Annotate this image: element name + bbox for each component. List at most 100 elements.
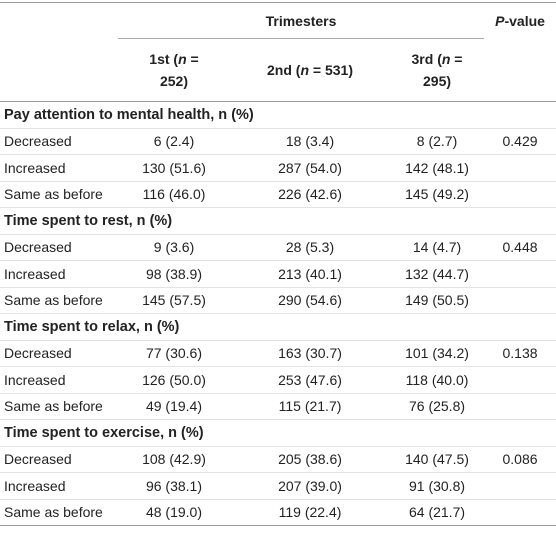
cell-value: 14 (4.7)	[390, 234, 485, 261]
p-value: 0.086	[484, 446, 556, 473]
cell-value: 119 (22.4)	[278, 504, 342, 521]
cell-value: 118 (40.0)	[390, 366, 485, 394]
cell-value: 142 (48.1)	[390, 154, 485, 182]
row-label: Decreased	[0, 128, 118, 155]
n-symbol: n	[300, 62, 310, 78]
cell-value: 207 (39.0)	[230, 472, 390, 500]
row-label: Increased	[0, 472, 118, 500]
row-label: Same as before	[4, 504, 103, 521]
column-header-text: = 295)	[423, 51, 463, 89]
cell-value: 130 (51.6)	[118, 154, 230, 182]
blank	[484, 181, 556, 208]
cell-value: 8 (2.7)	[390, 128, 485, 155]
cell-value: 163 (30.7)	[230, 340, 390, 367]
cell-value: 18 (3.4)	[230, 128, 390, 155]
section-row: Time spent to exercise, n (%)	[0, 419, 556, 447]
column-header-text: = 531)	[309, 62, 353, 78]
column-header: 2nd (n = 531)	[230, 38, 390, 102]
column-header: 1st (n = 252)	[118, 38, 230, 102]
pvalue-header: P-value	[484, 3, 556, 39]
p-suffix: -value	[504, 12, 545, 29]
p-value: 0.429	[484, 128, 556, 155]
cell-value: 253 (47.6)	[230, 366, 390, 394]
cell-value: 77 (30.6)	[118, 340, 230, 367]
p-value: 0.138	[484, 340, 556, 367]
data-row: Decreased 9 (3.6) 28 (5.3) 14 (4.7) 0.448	[0, 234, 556, 261]
column-header-text: 3rd (	[411, 51, 442, 67]
cell-value: 140 (47.5)	[390, 446, 485, 473]
blank	[484, 38, 556, 102]
section-title: Pay attention to mental health, n (%)	[0, 101, 556, 129]
data-row: Decreased 6 (2.4) 18 (3.4) 8 (2.7) 0.429	[0, 128, 556, 155]
blank	[484, 287, 556, 314]
row-label: Increased	[0, 366, 118, 394]
data-table: Trimesters P-value 1st (n = 252) 2nd (n =…	[0, 2, 556, 526]
data-row: Same as before 48 (19.0) 119 (22.4) 64 (21.…	[0, 499, 556, 526]
section-title: Time spent to exercise, n (%)	[0, 419, 556, 447]
data-row: Decreased 108 (42.9) 205 (38.6) 140 (47.5) 0…	[0, 446, 556, 473]
p-value: 0.448	[484, 234, 556, 261]
blank	[484, 366, 556, 394]
cell-value: 226 (42.6)	[230, 181, 390, 208]
cell-value: 115 (21.7)	[230, 393, 390, 420]
section-row: Time spent to relax, n (%)	[0, 313, 556, 341]
column-header-text: 2nd (	[267, 62, 301, 78]
row-label: Increased	[0, 260, 118, 288]
cell-value: 48 (19.0)	[145, 504, 203, 521]
data-row: Same as before 49 (19.4) 115 (21.7) 76 (25.…	[0, 393, 556, 420]
row-label: Decreased	[0, 234, 118, 261]
cell-value: 116 (46.0)	[118, 181, 230, 208]
cell-value: 213 (40.1)	[230, 260, 390, 288]
data-row: Same as before 116 (46.0) 226 (42.6) 145 (4…	[0, 181, 556, 208]
blank	[0, 3, 118, 39]
column-header-text: 1st (	[149, 51, 179, 67]
section-title: Time spent to relax, n (%)	[0, 313, 556, 341]
blank	[484, 472, 556, 500]
data-row: Increased 96 (38.1) 207 (39.0) 91 (30.8)	[0, 472, 556, 500]
column-header-row: 1st (n = 252) 2nd (n = 531) 3rd (n = 295)	[0, 38, 556, 102]
row-label: Increased	[0, 154, 118, 182]
data-row: Increased 98 (38.9) 213 (40.1) 132 (44.7)	[0, 260, 556, 288]
cell-value: 6 (2.4)	[118, 128, 230, 155]
cell-value: 101 (34.2)	[390, 340, 485, 367]
cell-value: 126 (50.0)	[118, 366, 230, 394]
column-header-text: = 252)	[159, 51, 199, 89]
section-row: Pay attention to mental health, n (%)	[0, 101, 556, 129]
cell-value: 96 (38.1)	[118, 472, 230, 500]
section-row: Time spent to rest, n (%)	[0, 207, 556, 235]
cell-value: 76 (25.8)	[390, 393, 485, 420]
table-body: Pay attention to mental health, n (%) Dec…	[0, 101, 556, 526]
row-label: Same as before	[0, 287, 118, 314]
p-letter: P	[495, 12, 505, 29]
group-header: Trimesters	[118, 2, 485, 39]
blank	[484, 260, 556, 288]
group-row: Trimesters P-value	[0, 2, 556, 39]
cell-value: 28 (5.3)	[230, 234, 390, 261]
n-symbol: n	[441, 51, 451, 67]
blank	[484, 393, 556, 420]
table-head: Trimesters P-value 1st (n = 252) 2nd (n =…	[0, 2, 556, 102]
section-title: Time spent to rest, n (%)	[0, 207, 556, 235]
column-header: 3rd (n = 295)	[390, 38, 485, 102]
cell-value: 287 (54.0)	[230, 154, 390, 182]
cell-value: 108 (42.9)	[118, 446, 230, 473]
cell-value: 290 (54.6)	[230, 287, 390, 314]
data-row: Increased 126 (50.0) 253 (47.6) 118 (40.0)	[0, 366, 556, 394]
row-label: Decreased	[0, 446, 118, 473]
row-label: Decreased	[0, 340, 118, 367]
n-symbol: n	[178, 51, 187, 67]
cell-value: 91 (30.8)	[390, 472, 485, 500]
blank	[484, 499, 556, 526]
row-label: Same as before	[0, 393, 118, 420]
cell-value: 205 (38.6)	[230, 446, 390, 473]
blank	[0, 38, 118, 102]
data-row: Same as before 145 (57.5) 290 (54.6) 149 (5…	[0, 287, 556, 314]
cell-value: 132 (44.7)	[390, 260, 485, 288]
cell-value: 145 (57.5)	[118, 287, 230, 314]
cell-value: 64 (21.7)	[408, 504, 466, 521]
row-label: Same as before	[0, 181, 118, 208]
cell-value: 149 (50.5)	[390, 287, 485, 314]
cell-value: 145 (49.2)	[390, 181, 485, 208]
